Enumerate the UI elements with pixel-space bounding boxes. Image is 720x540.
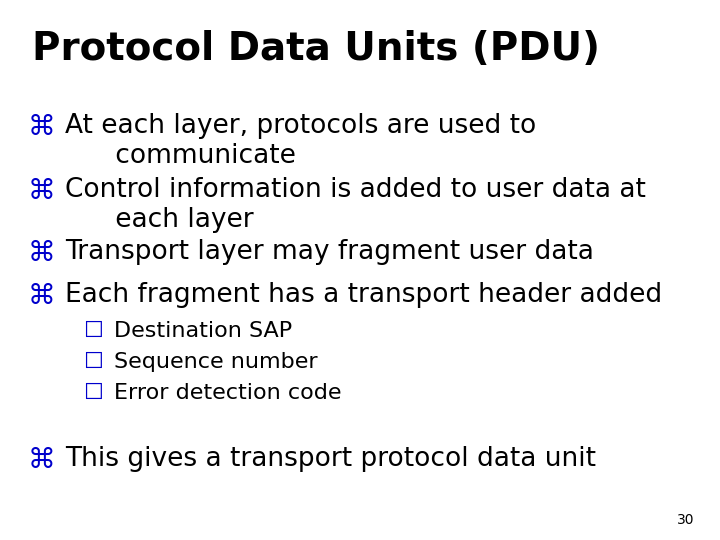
Text: At each layer, protocols are used to
      communicate: At each layer, protocols are used to com… [65, 113, 536, 170]
Text: ⌘: ⌘ [27, 113, 55, 141]
Text: Sequence number: Sequence number [114, 352, 318, 372]
Text: 30: 30 [678, 512, 695, 526]
Text: Transport layer may fragment user data: Transport layer may fragment user data [65, 239, 594, 265]
Text: ☐: ☐ [83, 352, 103, 372]
Text: ⌘: ⌘ [27, 239, 55, 267]
Text: Control information is added to user data at
      each layer: Control information is added to user dat… [65, 177, 646, 233]
Text: This gives a transport protocol data unit: This gives a transport protocol data uni… [65, 446, 596, 471]
Text: ⌘: ⌘ [27, 282, 55, 310]
Text: Destination SAP: Destination SAP [114, 321, 292, 341]
Text: Error detection code: Error detection code [114, 383, 341, 403]
Text: Each fragment has a transport header added: Each fragment has a transport header add… [65, 282, 662, 308]
Text: Protocol Data Units (PDU): Protocol Data Units (PDU) [32, 30, 600, 68]
Text: ⌘: ⌘ [27, 177, 55, 205]
Text: ⌘: ⌘ [27, 446, 55, 474]
Text: ☐: ☐ [83, 383, 103, 403]
Text: ☐: ☐ [83, 321, 103, 341]
